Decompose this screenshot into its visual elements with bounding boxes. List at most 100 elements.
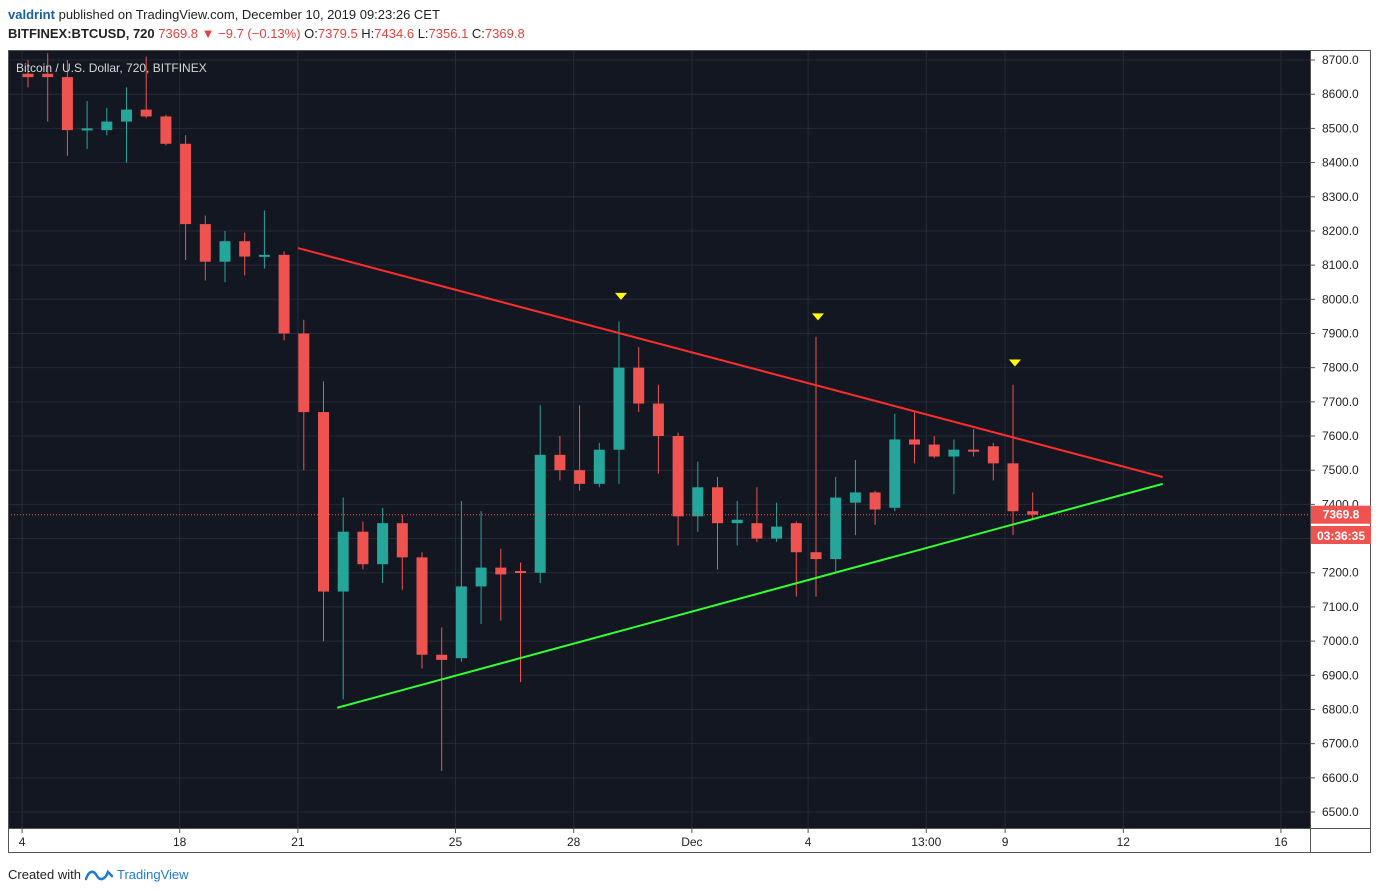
price-tick-label: 7500.0 (1322, 463, 1359, 477)
candle-body (81, 128, 93, 131)
candle-body (258, 254, 270, 257)
candle (199, 215, 211, 281)
candle (219, 230, 231, 283)
resistance-line[interactable] (297, 247, 1163, 479)
candle (318, 381, 329, 642)
candle (180, 135, 192, 260)
created-with-text: Created with (8, 866, 81, 882)
close-value: 7369.8 (484, 26, 525, 41)
time-tick-label: 21 (291, 835, 305, 849)
candle (771, 502, 783, 542)
footer: Created with TradingView (8, 866, 189, 882)
price-tick-label: 7600.0 (1322, 429, 1359, 443)
chart-frame (8, 50, 1371, 853)
time-axis: 4 18 21 25 28 Dec 4 13:00 9 12 16 (19, 828, 1288, 849)
time-tick-label: 4 (805, 835, 812, 849)
tradingview-logo-icon[interactable] (84, 866, 113, 882)
candle-body (554, 454, 566, 471)
candle (652, 384, 664, 474)
candle (633, 347, 645, 413)
candle-body (574, 470, 586, 484)
time-tick-label: Dec (681, 835, 702, 849)
price-tick-label: 6800.0 (1322, 702, 1359, 716)
last-price: 7369.8 (158, 26, 199, 41)
candle-body (357, 531, 369, 565)
time-tick-label: 18 (173, 835, 187, 849)
candle-body (101, 121, 113, 131)
candle-body (652, 403, 664, 437)
candle (869, 490, 881, 525)
price-tick-label: 8400.0 (1322, 156, 1359, 170)
candle-body (278, 254, 290, 334)
candle-body (337, 531, 349, 592)
countdown-tag: 03:36:35 (1311, 526, 1371, 544)
candle (455, 500, 467, 662)
candle-body (692, 487, 704, 517)
price-tick-label: 7800.0 (1322, 361, 1359, 375)
candle-body (1007, 463, 1019, 512)
candle-body (61, 77, 73, 131)
candle-body (672, 436, 684, 517)
time-tick-label: 4 (19, 835, 26, 849)
author-name[interactable]: valdrint (8, 7, 55, 22)
candle-body (948, 449, 960, 457)
candle (22, 60, 34, 88)
candle-body (416, 557, 428, 655)
candle-body (436, 654, 448, 660)
current-price-tag: 7369.8 (1311, 505, 1371, 524)
price-tick-label: 7000.0 (1322, 634, 1359, 648)
candle (42, 53, 54, 122)
candle (574, 405, 586, 491)
peak-marker[interactable] (811, 313, 824, 321)
down-arrow-icon: ▼ (201, 26, 215, 41)
peak-marker[interactable] (1008, 359, 1021, 367)
candle (298, 319, 310, 471)
candle (81, 101, 93, 149)
price-tick-label: 6600.0 (1322, 771, 1359, 785)
time-tick-label: 12 (1117, 835, 1131, 849)
price-tick-label: 8000.0 (1322, 292, 1359, 306)
candle (987, 442, 999, 481)
candle (239, 232, 251, 276)
price-tick-label: 8300.0 (1322, 190, 1359, 204)
candle (968, 429, 980, 457)
candle (160, 114, 172, 146)
price-axis-background[interactable] (1310, 50, 1371, 828)
grid (8, 50, 1310, 828)
candle-body (909, 439, 920, 445)
candle (692, 461, 704, 532)
tradingview-brand[interactable]: TradingView (116, 866, 189, 882)
open-value: 7379.5 (317, 26, 358, 41)
candle (948, 439, 960, 495)
ohlc-header: BITFINEX:BTCUSD, 720 7369.8 ▼ −9.7 (−0.1… (8, 26, 525, 41)
countdown-label: 03:36:35 (1317, 529, 1365, 543)
candle (554, 436, 566, 481)
support-line[interactable] (337, 482, 1163, 709)
candle-body (475, 567, 487, 587)
candle-body (42, 73, 54, 78)
candle-body (633, 367, 645, 404)
candle (121, 87, 132, 163)
candle (751, 487, 763, 542)
open-label: O: (304, 26, 318, 41)
candle-body (987, 446, 999, 464)
price-tick-label: 8500.0 (1322, 121, 1359, 135)
peak-marker[interactable] (614, 292, 627, 300)
close-label: C: (471, 26, 485, 41)
low-value: 7356.1 (428, 26, 469, 41)
candle (396, 514, 408, 590)
candle-body (495, 567, 507, 575)
price-tick-label: 8600.0 (1322, 87, 1359, 101)
candle (377, 507, 389, 583)
candle-body (1027, 511, 1039, 515)
candle (830, 477, 842, 573)
candle-body (613, 367, 625, 450)
candle (416, 552, 428, 669)
symbol-label: BITFINEX:BTCUSD, 720 (8, 26, 155, 41)
time-axis-background[interactable] (8, 828, 1371, 853)
publish-header: valdrint published on TradingView.com, D… (8, 7, 440, 22)
price-change: −9.7 (−0.13%) (218, 26, 301, 41)
candle-body (199, 224, 211, 262)
chart-legend: Bitcoin / U.S. Dollar, 720, BITFINEX (16, 61, 207, 75)
